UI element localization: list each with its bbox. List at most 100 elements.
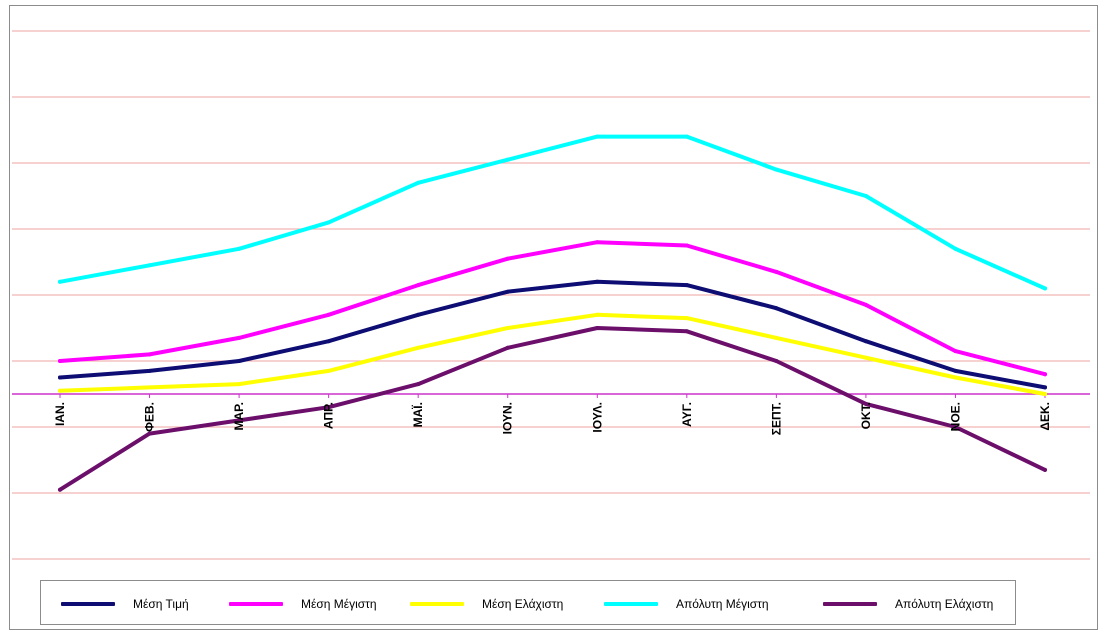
chart-frame <box>9 5 1098 630</box>
data-point <box>684 243 689 248</box>
series-Απόλυτη-Ελάχιστη <box>58 326 1047 492</box>
data-point <box>416 180 421 185</box>
x-tick-label: ΔΕΚ. <box>1038 402 1052 431</box>
legend-label: Απόλυτη Ελάχιστη <box>895 597 994 611</box>
legend-label: Απόλυτη Μέγιστη <box>676 597 769 611</box>
legend-label: Μέση Μέγιστη <box>301 597 377 611</box>
legend-label: Μέση Ελάχιστη <box>482 597 564 611</box>
series-line <box>58 312 1047 396</box>
legend-label: Μέση Τιμή <box>133 597 189 611</box>
x-tick-label: ΙΟΥΝ. <box>501 402 515 434</box>
data-point <box>774 359 779 363</box>
data-point <box>774 269 779 274</box>
data-point <box>595 134 600 139</box>
series-Μέση-Τιμή <box>58 279 1047 390</box>
data-point <box>953 349 958 354</box>
data-point <box>416 283 421 288</box>
data-point <box>1043 385 1047 390</box>
series-line <box>58 326 1047 492</box>
x-tick-label: ΙΟΥΛ. <box>590 402 604 433</box>
data-point <box>147 431 152 436</box>
data-point <box>505 289 510 294</box>
series-Μέση-Μέγιστη <box>58 240 1047 377</box>
data-point <box>326 339 331 344</box>
data-point <box>595 240 600 245</box>
x-tick-label: ΙΑΝ. <box>53 402 67 426</box>
data-point <box>505 157 510 162</box>
legend-swatch <box>61 602 115 606</box>
data-point <box>953 368 958 373</box>
data-point <box>147 368 152 373</box>
series-line <box>58 279 1047 390</box>
x-tick-label: ΝΟΕ. <box>948 402 962 431</box>
data-point <box>326 405 331 410</box>
data-point <box>58 359 62 363</box>
x-tick-label: ΣΕΠΤ. <box>769 402 783 435</box>
data-point <box>684 316 689 321</box>
data-point <box>58 487 62 492</box>
x-tick-label: ΑΠΡ. <box>322 402 336 429</box>
data-point <box>505 256 510 261</box>
legend-item: Μέση Τιμή <box>61 595 189 613</box>
legend-item: Απόλυτη Ελάχιστη <box>823 595 993 613</box>
x-tick-label: ΜΑΡ. <box>232 402 246 430</box>
data-point <box>147 263 152 268</box>
legend-item: Απόλυτη Μέγιστη <box>604 595 769 613</box>
data-point <box>1043 286 1047 291</box>
data-point <box>863 194 868 198</box>
data-point <box>505 326 510 330</box>
data-point <box>416 345 421 350</box>
data-point <box>237 359 242 363</box>
data-point <box>147 385 152 390</box>
x-tick-label: ΦΕΒ. <box>143 402 157 432</box>
data-point <box>505 345 510 350</box>
data-point <box>237 246 242 251</box>
data-point <box>147 352 152 357</box>
data-point <box>326 312 331 317</box>
x-tick-label: ΑΥΓ. <box>680 402 694 427</box>
data-point <box>1043 392 1047 396</box>
legend-item: Μέση Ελάχιστη <box>410 595 563 613</box>
series-line <box>58 240 1047 377</box>
data-point <box>1043 372 1047 377</box>
legend-swatch <box>229 602 283 606</box>
data-point <box>595 312 600 317</box>
legend: Μέση Τιμή Μέση Μέγιστη Μέση Ελάχιστη Απόλυτ… <box>40 580 1016 625</box>
data-point <box>863 401 868 406</box>
series-Απόλυτη-Μέγιστη <box>58 134 1047 291</box>
data-point <box>863 355 868 360</box>
data-point <box>58 279 62 284</box>
series-Μέση-Ελάχιστη <box>58 312 1047 396</box>
data-point <box>863 339 868 344</box>
data-point <box>58 388 62 393</box>
legend-item: Μέση Μέγιστη <box>229 595 377 613</box>
data-point <box>774 167 779 172</box>
data-point <box>953 425 958 429</box>
data-point <box>416 382 421 387</box>
data-point <box>58 375 62 380</box>
data-point <box>863 302 868 307</box>
data-point <box>953 246 958 251</box>
series-line <box>58 134 1047 291</box>
data-point <box>326 368 331 373</box>
x-tick-label: ΟΚΤ. <box>859 402 873 429</box>
data-point <box>416 312 421 317</box>
data-point <box>595 279 600 284</box>
data-point <box>684 329 689 334</box>
data-point <box>326 220 331 225</box>
data-point <box>684 283 689 288</box>
legend-swatch <box>823 602 877 606</box>
data-point <box>595 326 600 330</box>
legend-swatch <box>604 602 658 606</box>
data-point <box>237 335 242 340</box>
x-tick-label: ΜΑΪ. <box>410 402 425 427</box>
data-point <box>774 306 779 311</box>
data-point <box>774 335 779 340</box>
data-point <box>953 375 958 380</box>
legend-swatch <box>410 602 464 606</box>
data-point <box>1043 467 1047 472</box>
data-point <box>237 382 242 387</box>
data-point <box>237 418 242 423</box>
data-point <box>684 134 689 139</box>
